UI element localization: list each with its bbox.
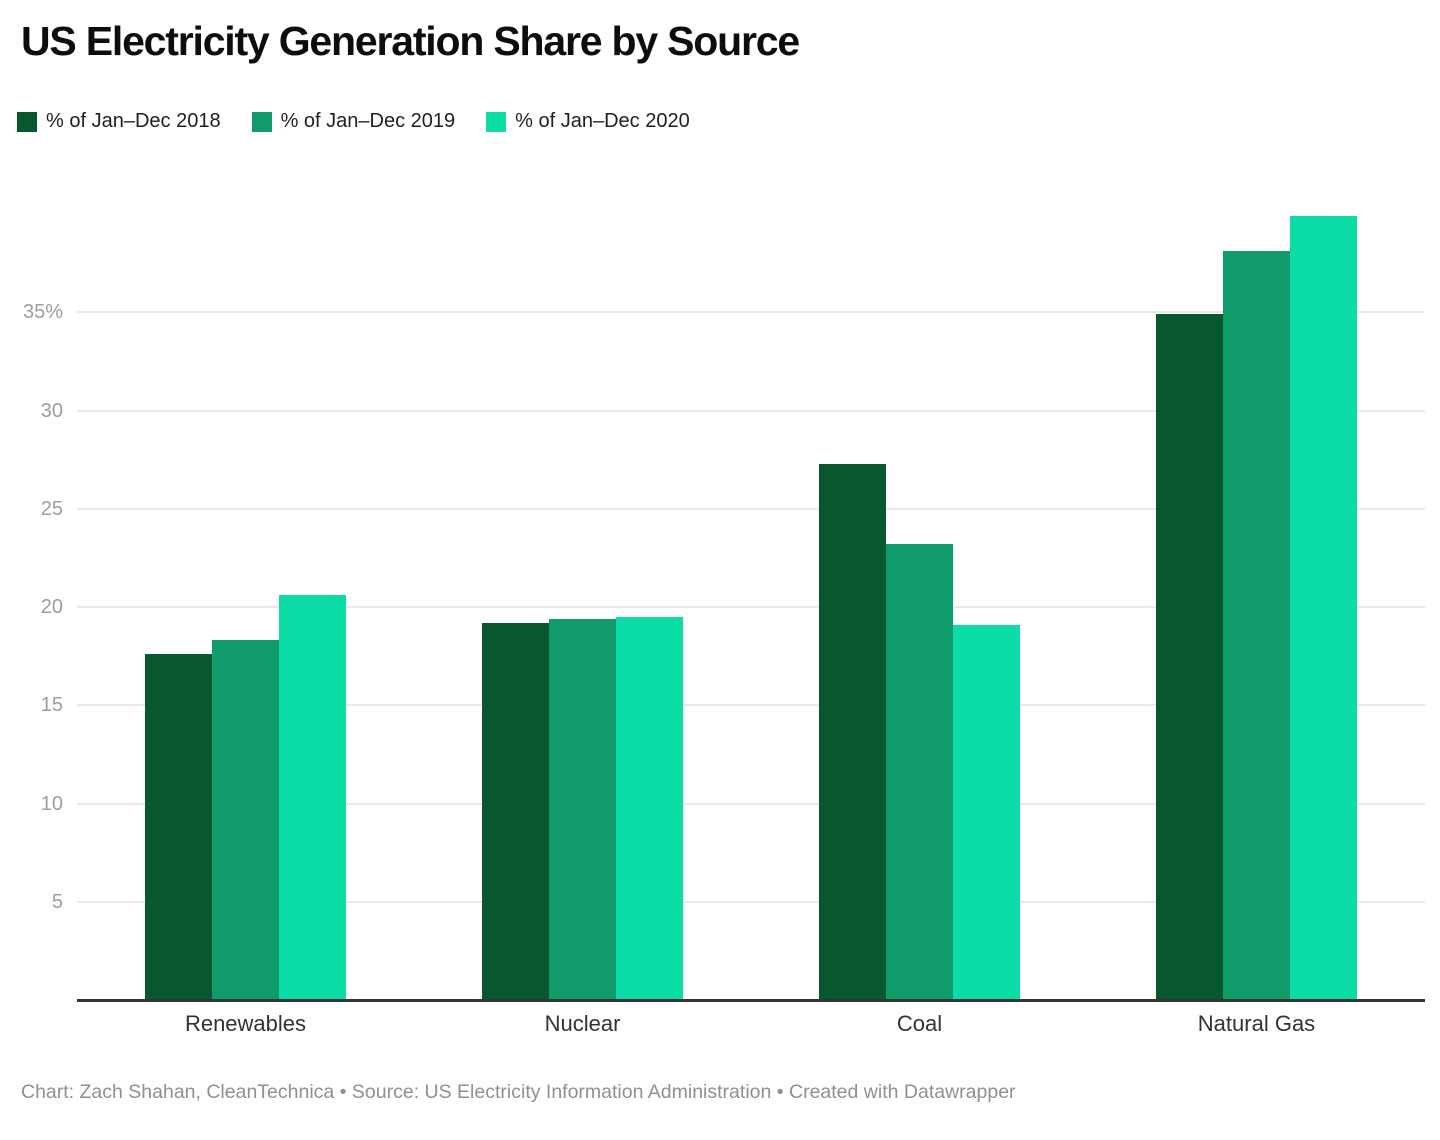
legend-label: % of Jan–Dec 2020 <box>515 110 690 132</box>
y-tick-label: 35% <box>22 301 63 324</box>
category-label: Natural Gas <box>1197 1011 1316 1036</box>
bar <box>886 544 953 1000</box>
legend-swatch <box>251 111 272 132</box>
chart-footer: Chart: Zach Shahan, CleanTechnica • Sour… <box>21 1081 1016 1103</box>
category-label: Coal <box>896 1011 943 1036</box>
legend-item: % of Jan–Dec 2018 <box>17 110 221 133</box>
bar <box>279 595 346 1000</box>
category-label: Renewables <box>184 1011 307 1036</box>
legend-swatch <box>17 111 37 132</box>
y-tick-label: 5 <box>51 890 63 913</box>
y-tick-label: 10 <box>40 792 63 815</box>
chart-title: US Electricity Generation Share by Sourc… <box>21 18 800 64</box>
legend-swatch <box>486 111 507 132</box>
x-axis-line <box>77 999 1425 1002</box>
bar <box>145 654 212 1000</box>
gridline <box>77 311 1425 314</box>
y-tick-label: 25 <box>40 497 63 520</box>
gridline <box>77 802 1425 805</box>
bar <box>953 624 1020 1000</box>
gridline <box>77 507 1425 510</box>
plot-area: 5 10 15 20 25 30 35% <box>23 214 1425 1002</box>
y-tick-label: 20 <box>40 596 63 618</box>
y-tick-label: 15 <box>40 694 63 717</box>
y-tick-label: 30 <box>40 399 63 422</box>
bar <box>819 463 886 1000</box>
gridline <box>77 704 1425 707</box>
bar <box>212 640 279 1000</box>
gridline <box>77 606 1425 608</box>
bar <box>1290 215 1357 1000</box>
legend: % of Jan–Dec 2018 % of Jan–Dec 2019 % of J… <box>17 110 690 133</box>
bar <box>1156 314 1223 1000</box>
x-axis-labels: Renewables Nuclear Coal Natural Gas <box>77 1011 1425 1041</box>
bar <box>616 616 683 1000</box>
bar <box>1223 251 1290 1000</box>
gridline <box>77 900 1425 903</box>
bar <box>482 622 549 1000</box>
category-label: Nuclear <box>544 1011 621 1036</box>
legend-label: % of Jan–Dec 2019 <box>280 110 456 132</box>
legend-item: % of Jan–Dec 2019 <box>251 110 456 133</box>
legend-label: % of Jan–Dec 2018 <box>46 110 221 132</box>
gridline <box>77 409 1425 412</box>
legend-item: % of Jan–Dec 2020 <box>486 110 690 133</box>
bar <box>549 618 616 1000</box>
